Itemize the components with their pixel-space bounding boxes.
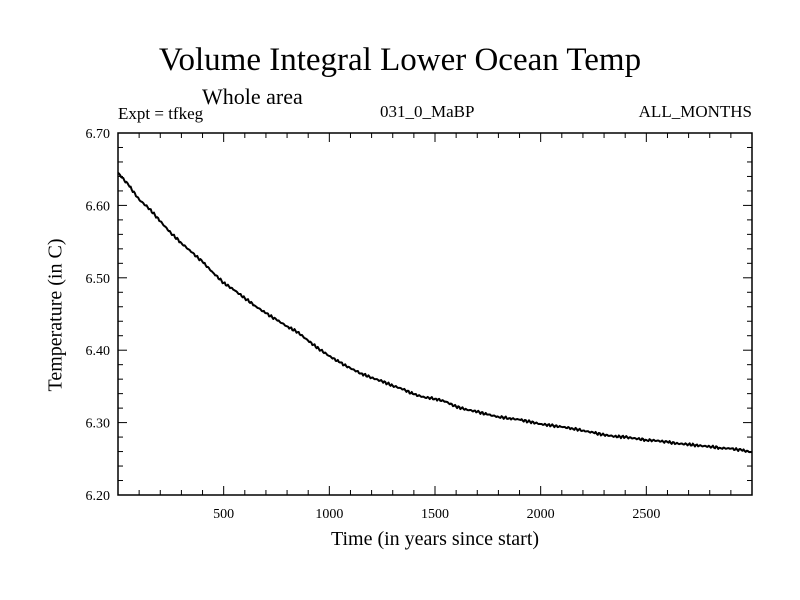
- run-id-label: 031_0_MaBP: [380, 102, 475, 121]
- months-label: ALL_MONTHS: [638, 102, 752, 121]
- y-tick-label: 6.60: [86, 199, 111, 214]
- x-tick-label: 2500: [632, 507, 660, 522]
- series-line: [117, 172, 753, 454]
- experiment-label: Expt = tfkeg: [118, 104, 204, 123]
- chart-title: Volume Integral Lower Ocean Temp: [158, 42, 642, 78]
- x-tick-label: 1500: [421, 507, 449, 522]
- y-tick-label: 6.50: [86, 272, 111, 287]
- x-axis-label: Time (in years since start): [330, 528, 540, 550]
- x-tick-label: 2000: [527, 507, 555, 522]
- x-tick-label: 500: [213, 507, 234, 522]
- y-tick-label: 6.20: [86, 489, 111, 504]
- chart-subtitle: Whole area: [202, 84, 303, 109]
- y-tick-label: 6.40: [86, 344, 111, 359]
- y-tick-label: 6.30: [86, 417, 111, 432]
- plot-frame: [117, 132, 753, 496]
- x-tick-label: 1000: [315, 507, 343, 522]
- y-tick-label: 6.70: [86, 127, 111, 142]
